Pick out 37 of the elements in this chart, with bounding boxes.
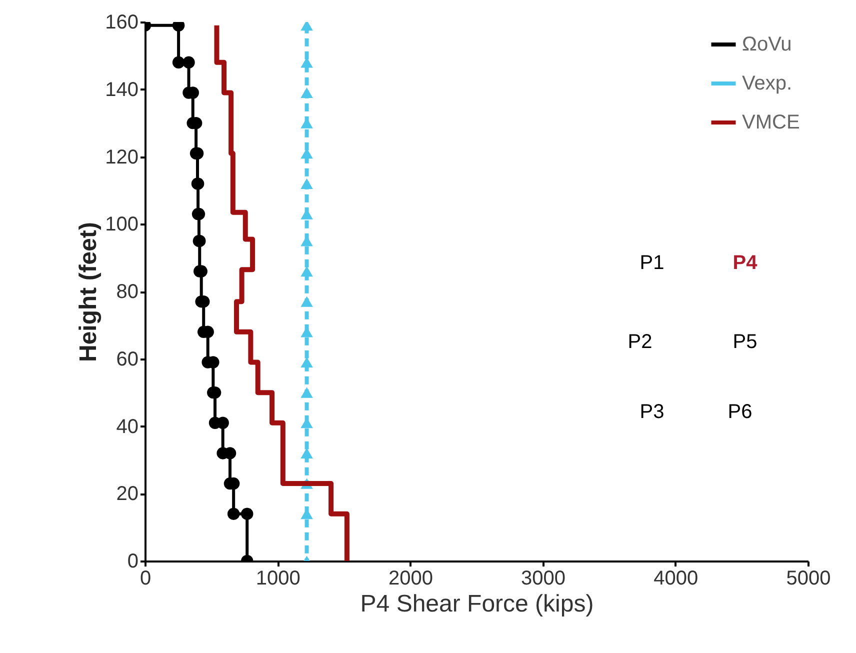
annotation: P2 <box>628 331 652 353</box>
x-tick-label: 2000 <box>388 568 433 590</box>
point <box>182 56 195 69</box>
x-tick-label: 4000 <box>654 568 698 590</box>
x-tick-label: 3000 <box>521 568 566 590</box>
y-tick-label: 60 <box>116 348 138 370</box>
y-tick-label: 100 <box>105 214 138 236</box>
legend-label: Vexp. <box>742 72 792 94</box>
y-tick-label: 20 <box>116 483 138 506</box>
point <box>300 296 313 307</box>
annotation: P3 <box>640 401 664 423</box>
annotation: P4 <box>732 252 758 274</box>
point <box>300 448 313 459</box>
point <box>227 508 240 520</box>
point <box>300 266 313 277</box>
y-tick-label: 120 <box>105 146 138 168</box>
x-axis-title: P4 Shear Force (kips) <box>360 590 594 618</box>
y-tick-label: 80 <box>116 281 138 303</box>
point <box>300 87 313 98</box>
legend-label: ΩoVu <box>742 34 792 56</box>
annotation: P1 <box>640 252 664 274</box>
y-tick-label: 160 <box>105 12 138 34</box>
point <box>300 356 313 368</box>
point <box>300 178 313 190</box>
x-tick-label: 1000 <box>256 568 300 590</box>
point <box>240 508 254 520</box>
legend-label: VMCE <box>742 112 800 134</box>
point <box>300 22 313 31</box>
annotation: P6 <box>728 401 752 423</box>
y-tick-label: 0 <box>127 550 138 572</box>
point <box>172 56 185 69</box>
annotation: P5 <box>732 331 758 353</box>
x-tick-label: 5000 <box>786 568 831 590</box>
y-tick-label: 40 <box>116 416 138 438</box>
point <box>300 387 313 398</box>
y-axis-title: Height (feet) <box>75 222 102 362</box>
y-tick-label: 140 <box>105 78 138 101</box>
